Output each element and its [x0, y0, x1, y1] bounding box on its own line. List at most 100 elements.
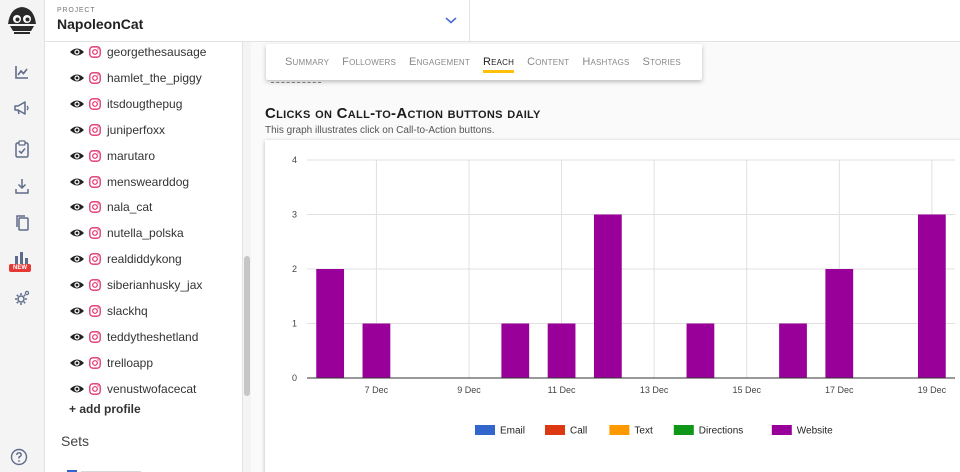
analytics-icon[interactable]	[10, 60, 34, 84]
eye-icon[interactable]	[69, 279, 85, 291]
legend-label-call[interactable]: Call	[570, 426, 587, 437]
bar-website[interactable]	[686, 323, 715, 379]
tab-summary[interactable]: Summary	[285, 56, 330, 68]
instagram-icon	[89, 356, 101, 369]
clipboard-check-icon[interactable]	[10, 137, 34, 161]
legend-swatch-directions[interactable]	[673, 425, 694, 435]
eye-icon[interactable]	[69, 176, 85, 188]
profile-name: trelloapp	[107, 355, 154, 370]
y-tick-label: 0	[292, 373, 297, 383]
eye-icon[interactable]	[69, 357, 85, 369]
napoleoncat-logo-icon[interactable]	[4, 2, 40, 38]
profile-item[interactable]: nutella_polska	[69, 223, 184, 243]
bar-website[interactable]	[779, 323, 807, 379]
eye-icon[interactable]	[69, 72, 85, 84]
x-tick-label: 17 Dec	[825, 385, 854, 395]
project-name: NapoleonCat	[57, 16, 144, 32]
profile-item[interactable]: nala_cat	[69, 197, 152, 217]
profile-item[interactable]: siberianhusky_jax	[69, 275, 202, 295]
profile-name: itsdougthepug	[107, 96, 183, 111]
report-icon[interactable]	[10, 246, 34, 270]
bar-website[interactable]	[362, 323, 391, 379]
profile-name: menswearddog	[107, 174, 190, 189]
instagram-icon	[89, 175, 101, 188]
megaphone-icon[interactable]	[10, 96, 34, 120]
instagram-icon	[89, 201, 101, 214]
profile-name: georgethesausage	[107, 45, 207, 59]
legend-swatch-email[interactable]	[475, 425, 495, 435]
legend-label-website[interactable]: Website	[797, 426, 833, 437]
profile-name: nutella_polska	[107, 226, 184, 241]
profile-item[interactable]: teddytheshetland	[69, 327, 198, 347]
profile-item[interactable]: menswearddog	[69, 172, 189, 192]
bar-website[interactable]	[316, 269, 345, 378]
sets-heading: Sets	[61, 433, 90, 449]
x-tick-label: 19 Dec	[918, 385, 947, 395]
y-tick-label: 1	[292, 319, 297, 329]
legend-swatch-text[interactable]	[609, 425, 630, 435]
legend-swatch-call[interactable]	[545, 425, 565, 435]
eye-icon[interactable]	[69, 253, 85, 265]
bar-website[interactable]	[501, 323, 530, 379]
profile-name: teddytheshetland	[107, 329, 199, 344]
legend-swatch-website[interactable]	[771, 425, 792, 435]
bar-website[interactable]	[825, 269, 854, 378]
profile-item[interactable]: georgethesausage	[69, 42, 206, 62]
tab-content[interactable]: Content	[527, 56, 570, 68]
project-label: PROJECT	[57, 7, 96, 14]
chevron-down-icon[interactable]	[443, 12, 459, 28]
eye-icon[interactable]	[69, 201, 85, 213]
instagram-icon	[89, 149, 101, 162]
instagram-icon	[89, 253, 101, 266]
top-bar	[470, 0, 960, 42]
dashed-divider	[271, 82, 321, 83]
legend-label-email[interactable]: Email	[500, 426, 525, 437]
profile-item[interactable]: marutaro	[69, 146, 155, 166]
legend-label-text[interactable]: Text	[634, 426, 653, 437]
profile-item[interactable]: hamlet_the_piggy	[69, 68, 202, 88]
tab-hashtags[interactable]: Hashtags	[582, 56, 630, 68]
legend-label-directions[interactable]: Directions	[699, 426, 743, 437]
profile-item[interactable]: juniperfoxx	[69, 120, 165, 140]
tab-stories[interactable]: Stories	[642, 56, 681, 68]
help-icon[interactable]	[10, 448, 28, 466]
sidebar-scrollbar-thumb[interactable]	[244, 256, 250, 396]
eye-icon[interactable]	[69, 46, 85, 58]
bar-website[interactable]	[593, 214, 622, 379]
eye-icon[interactable]	[69, 227, 85, 239]
add-profile-link[interactable]: + add profile	[69, 402, 141, 416]
profile-name: juniperfoxx	[107, 122, 166, 137]
profiles-sidebar: georgethesausage hamlet_the_piggy itsdougt…	[45, 42, 243, 472]
instagram-icon	[89, 97, 101, 110]
tab-followers[interactable]: Followers	[342, 56, 397, 68]
project-selector[interactable]: PROJECT NapoleonCat	[45, 0, 470, 42]
profile-item[interactable]: trelloapp	[69, 353, 153, 373]
tab-engagement[interactable]: Engagement	[409, 56, 470, 68]
eye-icon[interactable]	[69, 331, 85, 343]
profile-item[interactable]: slackhq	[69, 301, 148, 321]
profile-item[interactable]: venustwofacecat	[69, 379, 196, 399]
bar-website[interactable]	[547, 323, 576, 379]
profile-name: slackhq	[107, 304, 148, 318]
profile-item[interactable]: realdiddykong	[69, 249, 182, 269]
eye-icon[interactable]	[69, 305, 85, 317]
profile-name: realdiddykong	[107, 252, 182, 267]
instagram-icon	[89, 305, 101, 317]
eye-icon[interactable]	[69, 150, 85, 162]
instagram-icon	[89, 382, 101, 395]
download-icon[interactable]	[10, 174, 34, 198]
instagram-icon	[89, 227, 101, 240]
set-item-partial[interactable]	[67, 462, 167, 472]
x-tick-label: 15 Dec	[732, 385, 761, 395]
tab-reach[interactable]: Reach	[482, 56, 515, 73]
profile-item[interactable]: itsdougthepug	[69, 94, 182, 114]
profile-name: marutaro	[107, 148, 156, 163]
eye-icon[interactable]	[69, 98, 85, 110]
instagram-icon	[89, 279, 101, 291]
gear-cog-icon[interactable]	[10, 286, 34, 310]
eye-icon[interactable]	[69, 383, 85, 395]
bar-website[interactable]	[917, 214, 946, 379]
copy-icon[interactable]	[10, 211, 34, 235]
eye-icon[interactable]	[69, 124, 85, 136]
